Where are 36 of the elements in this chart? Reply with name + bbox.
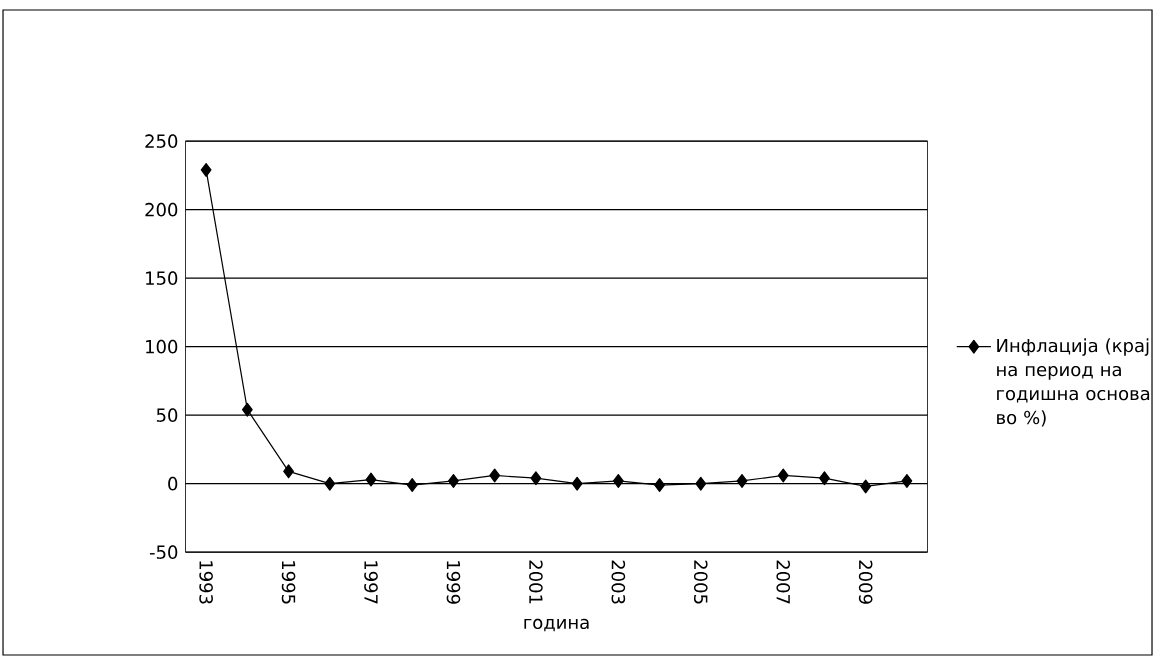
y-tick-label: 50 bbox=[156, 408, 178, 422]
point bbox=[448, 473, 459, 488]
x-tick-label: 1997 bbox=[364, 561, 378, 604]
x-tick-label: 2009 bbox=[858, 560, 873, 604]
x-axis-title: година bbox=[524, 618, 589, 632]
legend-label: Инфлација (крај на период на годишна основа во %) bbox=[997, 338, 1150, 427]
point bbox=[406, 478, 418, 493]
x-tick-label: 2001 bbox=[529, 560, 543, 604]
point bbox=[324, 476, 336, 491]
point bbox=[695, 476, 707, 491]
point bbox=[860, 479, 872, 494]
x-tick-label: 1993 bbox=[199, 561, 213, 604]
point bbox=[777, 468, 789, 483]
x-tick-label: 2007 bbox=[776, 560, 791, 604]
point bbox=[241, 402, 253, 417]
point bbox=[654, 478, 665, 493]
y-tick-label: 100 bbox=[146, 339, 178, 354]
y-tick-label: -50 bbox=[149, 545, 178, 559]
y-tick-label: 200 bbox=[145, 202, 178, 217]
x-tick-label: 1995 bbox=[281, 561, 296, 604]
point bbox=[283, 464, 294, 479]
y-tick-label: 0 bbox=[168, 476, 178, 491]
point bbox=[736, 473, 748, 488]
point bbox=[819, 471, 830, 486]
point bbox=[901, 473, 913, 488]
x-tick-label: 1999 bbox=[446, 561, 461, 604]
x-tick-label: 2005 bbox=[693, 560, 708, 604]
point bbox=[612, 473, 624, 488]
x-tick-label: 2003 bbox=[611, 560, 626, 604]
point bbox=[571, 476, 583, 491]
point bbox=[200, 162, 212, 177]
point bbox=[530, 471, 542, 486]
point bbox=[489, 468, 501, 483]
y-tick-label: 250 bbox=[145, 134, 178, 148]
y-tick-label: 150 bbox=[146, 271, 178, 285]
point bbox=[365, 472, 377, 487]
